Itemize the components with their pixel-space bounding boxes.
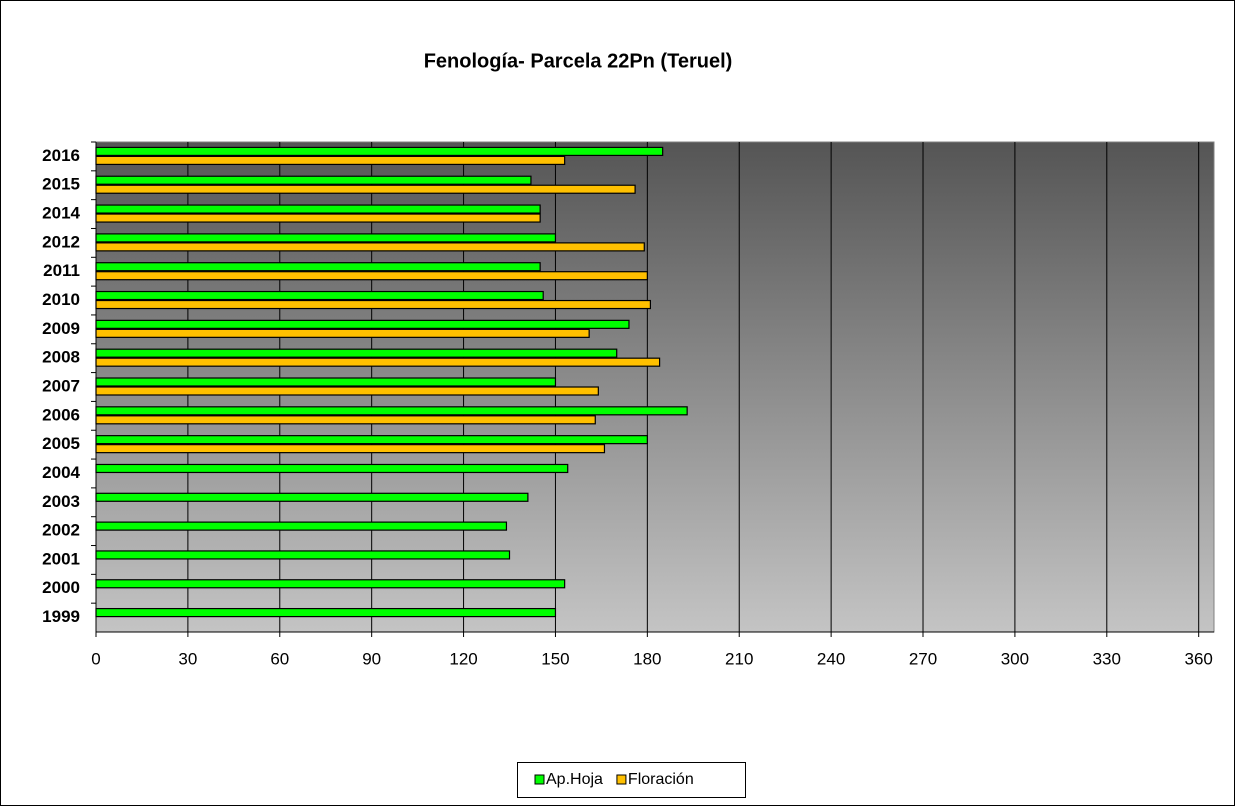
legend-box (517, 762, 746, 798)
legend-swatch (534, 774, 545, 785)
y-tick-label: 2004 (42, 463, 80, 482)
bar (95, 262, 541, 272)
bar (95, 204, 541, 214)
bar (95, 550, 511, 560)
bar (95, 233, 557, 243)
bar (95, 579, 566, 589)
chart-title: Fenología- Parcela 22Pn (Teruel) (424, 50, 733, 72)
y-tick-label: 1999 (42, 607, 80, 626)
bar (95, 271, 648, 281)
legend-label: Ap.Hoja (546, 771, 603, 788)
bar (95, 386, 599, 396)
bar (95, 348, 618, 358)
bar (95, 463, 569, 474)
x-tick-label: 360 (1184, 649, 1212, 668)
bar (95, 242, 645, 252)
bar (95, 607, 557, 618)
bar (95, 377, 557, 387)
y-tick-label: 2000 (42, 578, 80, 597)
y-tick-label: 2008 (42, 348, 80, 367)
bar (95, 435, 648, 445)
bar (95, 184, 636, 194)
legend-swatch (616, 774, 627, 785)
bar (95, 521, 508, 531)
bar (95, 328, 590, 338)
bar (95, 290, 544, 301)
legend-label: Floración (628, 771, 694, 788)
bar (95, 175, 532, 185)
x-tick-label: 0 (91, 649, 100, 668)
x-tick-label: 180 (633, 649, 661, 668)
x-tick-label: 150 (541, 649, 569, 668)
y-tick-label: 2002 (42, 521, 80, 540)
y-tick-label: 2005 (42, 434, 80, 453)
y-tick-label: 2014 (42, 204, 80, 223)
y-tick-label: 2003 (42, 492, 80, 511)
y-tick-label: 2001 (42, 549, 80, 568)
y-tick-label: 2015 (42, 175, 80, 194)
y-tick-label: 2009 (42, 319, 80, 338)
bar (95, 415, 596, 425)
bar (95, 444, 606, 454)
x-tick-label: 300 (1001, 649, 1029, 668)
y-tick-label: 2010 (42, 290, 80, 309)
bar (95, 299, 652, 310)
x-tick-label: 270 (909, 649, 937, 668)
y-tick-label: 2016 (42, 146, 80, 165)
x-tick-label: 90 (362, 649, 381, 668)
x-tick-label: 30 (178, 649, 197, 668)
bar (95, 155, 566, 166)
bar (95, 319, 630, 329)
bar (95, 492, 529, 502)
bar (95, 406, 688, 416)
x-tick-label: 330 (1093, 649, 1121, 668)
x-tick-label: 210 (725, 649, 753, 668)
x-tick-label: 120 (449, 649, 477, 668)
x-tick-label: 240 (817, 649, 845, 668)
y-tick-label: 2007 (42, 376, 80, 395)
y-tick-label: 2012 (42, 232, 80, 251)
x-tick-label: 60 (270, 649, 289, 668)
bar (95, 146, 664, 157)
y-tick-label: 2011 (43, 261, 80, 280)
bar (95, 357, 661, 367)
y-tick-label: 2006 (42, 405, 80, 424)
bar (95, 213, 541, 223)
